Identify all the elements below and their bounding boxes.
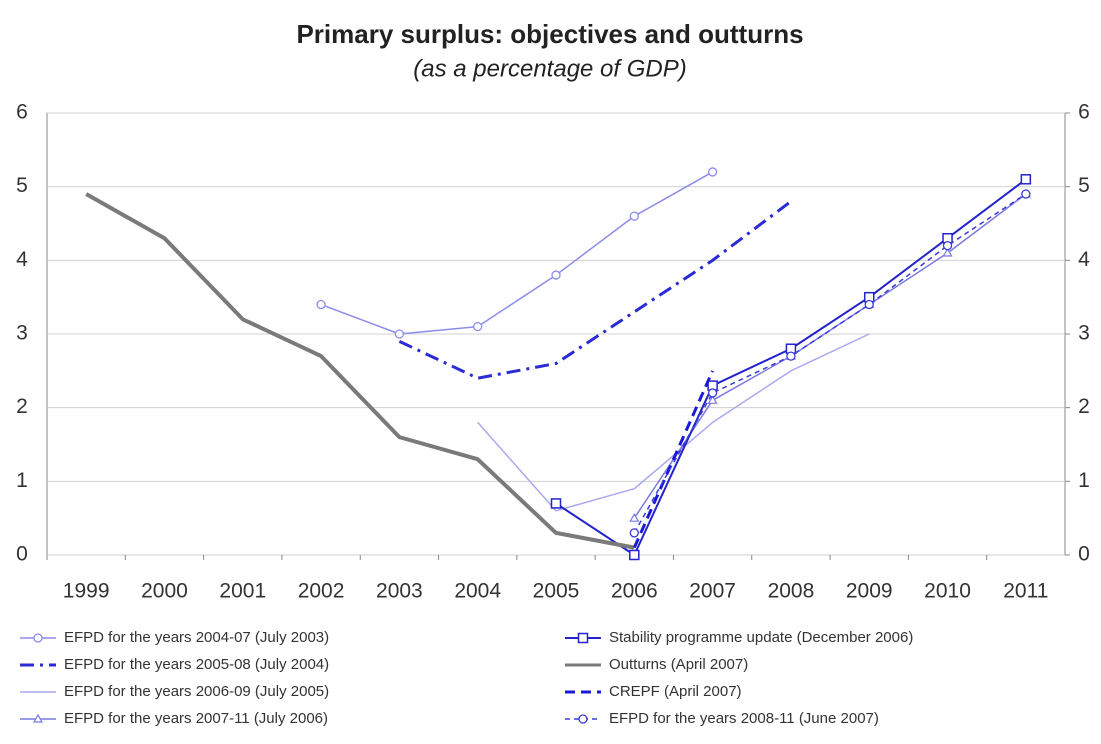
x-tick-label: 2001 xyxy=(219,580,266,603)
y2-tick-label: 2 xyxy=(1078,395,1090,418)
x-tick-label: 2005 xyxy=(533,580,580,603)
series-line xyxy=(632,370,714,549)
data-point xyxy=(316,299,326,310)
x-tick-label: 2011 xyxy=(1003,580,1048,603)
data-point xyxy=(786,351,796,361)
x-tick-label: 2004 xyxy=(454,580,501,603)
legend-label: CREPF (April 2007) xyxy=(609,683,742,700)
series-line xyxy=(633,193,1027,534)
data-point xyxy=(629,528,639,538)
series-line xyxy=(555,178,1027,556)
y-tick-label: 5 xyxy=(16,174,28,197)
legend-label: EFPD for the years 2006-09 (July 2005) xyxy=(64,683,329,700)
series-line xyxy=(398,200,792,380)
y2-tick-label: 1 xyxy=(1078,469,1090,492)
chart-title: Primary surplus: objectives and outturns xyxy=(296,19,803,49)
data-point xyxy=(864,299,874,310)
x-tick-label: 2006 xyxy=(611,580,658,603)
data-point xyxy=(942,247,953,257)
data-point xyxy=(629,211,639,221)
legend-marker xyxy=(32,713,44,723)
legend-label: EFPD for the years 2007-11 (July 2006) xyxy=(64,710,328,727)
y-tick-label: 3 xyxy=(16,322,28,345)
x-tick-label: 2008 xyxy=(768,580,815,603)
data-point xyxy=(707,167,718,177)
data-point xyxy=(1021,189,1031,199)
data-point xyxy=(551,270,561,280)
data-point xyxy=(707,388,718,398)
y-tick-label: 1 xyxy=(16,469,28,492)
y-tick-label: 2 xyxy=(16,395,28,418)
legend-label: Stability programme update (December 200… xyxy=(609,629,913,646)
x-tick-label: 2007 xyxy=(689,580,736,603)
data-point xyxy=(550,498,562,509)
legend-marker xyxy=(577,632,589,644)
x-tick-label: 1999 xyxy=(63,580,110,603)
y2-tick-label: 5 xyxy=(1078,174,1090,197)
series-line xyxy=(85,192,635,550)
legend-marker xyxy=(578,714,588,724)
legend-label: Outturns (April 2007) xyxy=(609,656,748,673)
series-line xyxy=(633,193,1027,519)
data-point xyxy=(629,549,640,561)
series-line xyxy=(320,171,713,335)
y-tick-label: 4 xyxy=(16,248,28,271)
y2-tick-label: 4 xyxy=(1078,248,1090,271)
y-tick-label: 0 xyxy=(16,543,28,566)
y2-tick-label: 3 xyxy=(1078,322,1090,345)
y2-tick-label: 0 xyxy=(1078,543,1090,566)
y-tick-label: 6 xyxy=(16,101,28,124)
data-point xyxy=(707,395,718,404)
x-tick-label: 2009 xyxy=(846,580,893,603)
data-point xyxy=(942,240,953,251)
x-tick-label: 2002 xyxy=(298,580,345,603)
x-tick-label: 2010 xyxy=(924,580,971,603)
legend-label: EFPD for the years 2004-07 (July 2003) xyxy=(64,629,329,646)
x-tick-label: 2003 xyxy=(376,580,423,603)
data-point xyxy=(629,512,640,522)
legend-marker xyxy=(33,633,43,643)
data-point xyxy=(1020,174,1032,185)
series-line xyxy=(477,333,870,512)
x-tick-label: 2000 xyxy=(141,580,188,603)
data-point xyxy=(394,329,405,339)
chart-subtitle: (as a percentage of GDP) xyxy=(413,55,686,82)
data-point xyxy=(473,321,483,332)
legend-label: EFPD for the years 2005-08 (July 2004) xyxy=(64,656,329,673)
y2-tick-label: 6 xyxy=(1078,101,1090,124)
legend-label: EFPD for the years 2008-11 (June 2007) xyxy=(609,710,879,727)
